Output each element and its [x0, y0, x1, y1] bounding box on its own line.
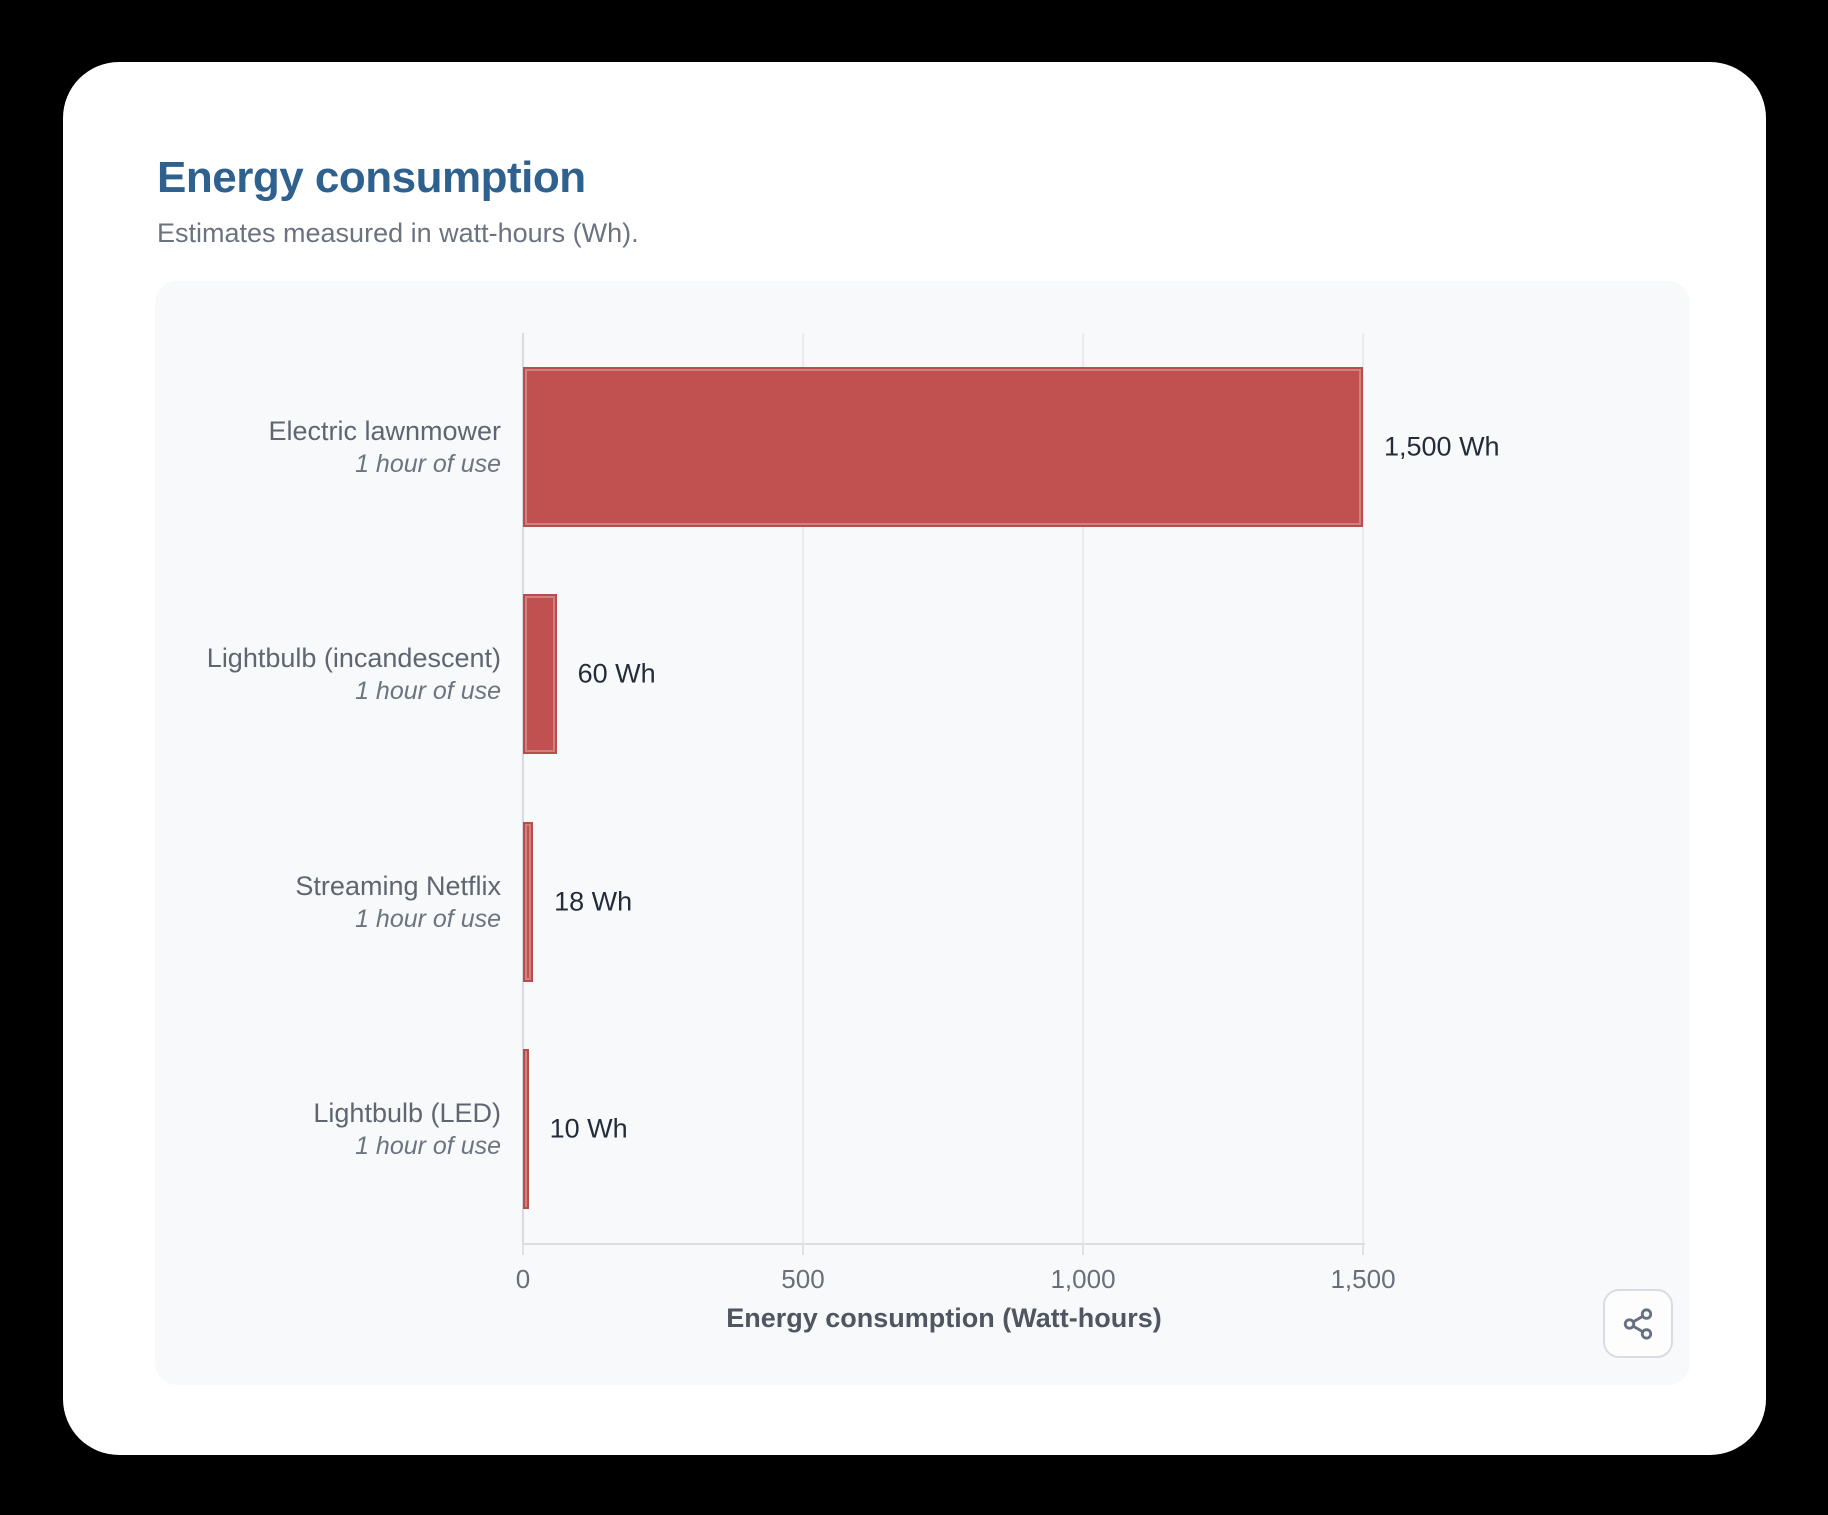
row-plot-area: 18 Wh [523, 788, 1363, 1016]
category-sublabel: 1 hour of use [355, 449, 501, 478]
chart-row: Lightbulb (incandescent) 1 hour of use 60 … [155, 561, 1690, 789]
x-tick-label: 1,000 [1050, 1264, 1116, 1294]
x-axis-tick [1082, 1243, 1084, 1255]
x-axis-line [523, 1243, 1365, 1245]
gridline [1362, 333, 1364, 1243]
category-sublabel: 1 hour of use [355, 904, 501, 933]
category-label: Lightbulb (incandescent) [206, 643, 501, 674]
category-label: Electric lawnmower [268, 415, 501, 446]
bar [523, 821, 534, 982]
bar [523, 1049, 529, 1210]
category-label: Lightbulb (LED) [313, 1098, 501, 1129]
bar-value-label: 10 Wh [549, 1113, 628, 1144]
category-label-group: Electric lawnmower 1 hour of use [155, 414, 523, 480]
category-sublabel: 1 hour of use [355, 677, 501, 706]
row-plot-area: 60 Wh [523, 561, 1363, 789]
x-tick-label: 500 [781, 1264, 825, 1294]
share-icon [1623, 1307, 1653, 1340]
chart-row: Lightbulb (LED) 1 hour of use 10 Wh [155, 1016, 1690, 1244]
x-axis-tick [1362, 1243, 1364, 1255]
x-axis-tick [522, 1243, 524, 1255]
x-axis-tick [802, 1243, 804, 1255]
bar-value-label: 18 Wh [554, 886, 633, 917]
x-tick-label: 1,500 [1330, 1264, 1396, 1294]
bar [523, 366, 1363, 527]
chart-panel: Electric lawnmower 1 hour of use 1,500 Wh L… [155, 281, 1690, 1385]
category-label: Streaming Netflix [295, 870, 501, 901]
gridlines [522, 333, 1364, 1243]
category-label-group: Lightbulb (incandescent) 1 hour of use [155, 641, 523, 707]
chart-card: Energy consumption Estimates measured in… [63, 62, 1766, 1455]
bar-value-label: 1,500 Wh [1384, 431, 1500, 462]
row-plot-area: 1,500 Wh [523, 333, 1500, 561]
row-plot-area: 10 Wh [523, 1016, 1363, 1244]
share-button[interactable] [1603, 1289, 1673, 1358]
gridline [1081, 333, 1084, 1243]
x-tick-label: 0 [515, 1264, 531, 1294]
bar [523, 594, 557, 755]
x-axis-title: Energy consumption (Watt-hours) [726, 1303, 1162, 1333]
bar-value-label: 60 Wh [577, 658, 656, 689]
category-sublabel: 1 hour of use [355, 1132, 501, 1161]
chart-rows: Electric lawnmower 1 hour of use 1,500 Wh L… [155, 333, 1690, 1243]
category-label-group: Streaming Netflix 1 hour of use [155, 869, 523, 935]
gridline [522, 333, 524, 1243]
page-title: Energy consumption [157, 153, 586, 202]
page-subtitle: Estimates measured in watt-hours (Wh). [157, 218, 639, 248]
category-label-group: Lightbulb (LED) 1 hour of use [155, 1096, 523, 1162]
chart-row: Electric lawnmower 1 hour of use 1,500 Wh [155, 333, 1690, 561]
gridline [801, 333, 804, 1243]
chart-row: Streaming Netflix 1 hour of use 18 Wh [155, 788, 1690, 1016]
